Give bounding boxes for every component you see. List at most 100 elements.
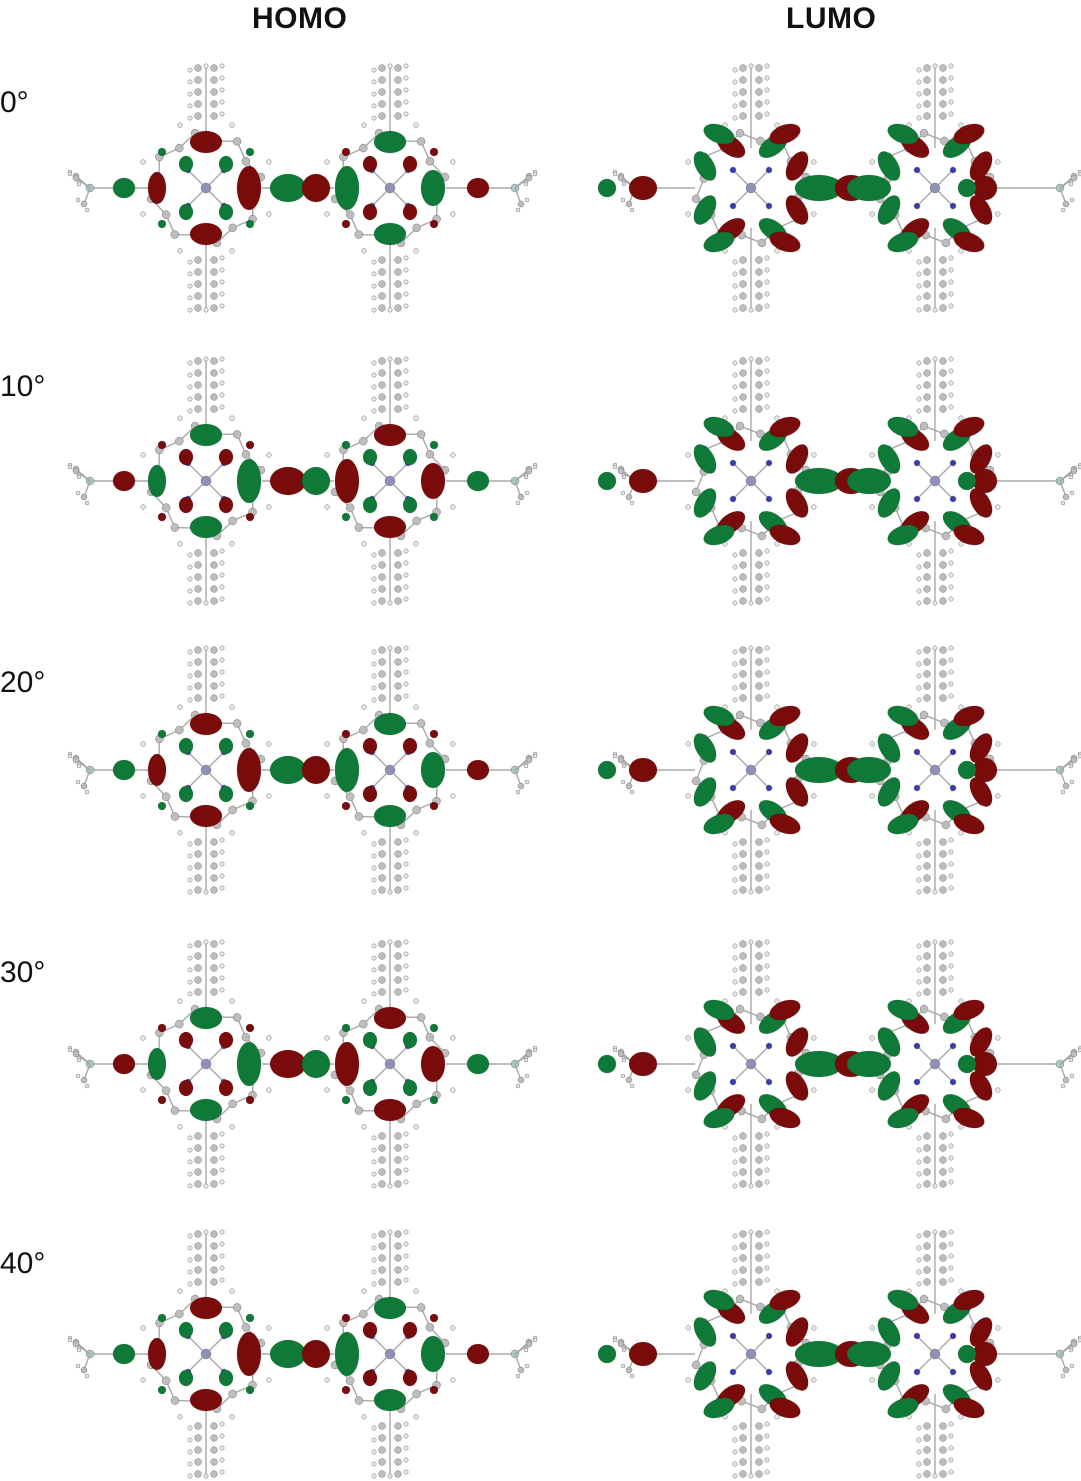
- hydrogen-atom: [219, 1131, 225, 1137]
- carbon-atom: [72, 1340, 80, 1348]
- hydrogen-atom: [187, 877, 193, 883]
- carbon-atom: [80, 782, 88, 790]
- hydrogen-atom: [995, 1087, 1001, 1093]
- hydrogen-atom: [685, 1325, 691, 1331]
- carbon-atom: [378, 850, 386, 858]
- carbon-atom: [194, 646, 202, 654]
- hydrogen-atom: [187, 1245, 193, 1251]
- carbon-atom: [739, 561, 747, 569]
- carbon-atom: [735, 1004, 745, 1014]
- carbon-atom: [210, 64, 218, 72]
- orbital-lobe-positive: [402, 1079, 418, 1097]
- hydrogen-atom: [371, 979, 377, 985]
- hydrogen-atom: [764, 279, 770, 285]
- hydrogen-atom: [515, 207, 521, 213]
- carbon-atom: [378, 952, 386, 960]
- hydrogen-atom: [219, 291, 225, 297]
- hydrogen-atom: [229, 1288, 235, 1294]
- orbital-lobe-negative: [969, 488, 993, 518]
- hydrogen-atom: [387, 63, 393, 69]
- orbital-lobe-positive: [877, 151, 901, 181]
- carbon-atom: [755, 405, 763, 413]
- hydrogen-atom: [948, 75, 954, 81]
- hydrogen-atom: [685, 1035, 691, 1041]
- carbon-atom: [525, 1050, 533, 1058]
- carbon-atom: [378, 988, 386, 996]
- hydrogen-atom: [732, 685, 738, 691]
- hydrogen-atom: [620, 1073, 626, 1079]
- carbon-atom: [1062, 1076, 1070, 1084]
- carbon-atom: [739, 1446, 747, 1454]
- hydrogen-atom: [916, 576, 922, 582]
- hydrogen-atom: [732, 943, 738, 949]
- hydrogen-atom: [219, 404, 225, 410]
- orbital-lobe-positive: [846, 756, 892, 784]
- carbon-atom: [228, 1389, 237, 1399]
- hydrogen-atom: [732, 841, 738, 847]
- hydrogen-atom: [387, 939, 393, 945]
- orbital-lobe-negative: [969, 1027, 993, 1057]
- hydrogen-atom: [403, 1277, 409, 1283]
- carbon-atom: [232, 1303, 242, 1312]
- nitrogen-atom: [729, 1042, 737, 1050]
- hydrogen-atom: [371, 1245, 377, 1251]
- hydrogen-atom: [764, 368, 770, 374]
- carbon-atom: [739, 874, 747, 882]
- carbon-atom: [210, 76, 218, 84]
- carbon-atom: [755, 1144, 763, 1152]
- carbon-atom: [194, 268, 202, 276]
- hydrogen-atom: [219, 368, 225, 374]
- hydrogen-atom: [948, 87, 954, 93]
- hydrogen-atom: [219, 255, 225, 261]
- carbon-atom: [939, 1156, 947, 1164]
- hydrogen-atom: [958, 704, 964, 710]
- carbon-atom: [939, 1168, 947, 1176]
- hydrogen-atom: [187, 103, 193, 109]
- hydrogen-atom: [764, 1469, 770, 1475]
- carbon-atom: [232, 430, 242, 439]
- carbon-atom: [194, 1168, 202, 1176]
- carbon-atom: [210, 838, 218, 846]
- hydrogen-atom: [764, 1167, 770, 1173]
- orbital-lobe-negative: [785, 733, 809, 763]
- carbon-atom: [923, 369, 931, 377]
- carbon-atom: [923, 76, 931, 84]
- nitrogen-atom: [949, 166, 957, 174]
- carbon-atom: [939, 1278, 947, 1286]
- hydrogen-atom: [219, 392, 225, 398]
- hydrogen-atom: [774, 1288, 780, 1294]
- homo-molecule-row-3: [67, 939, 538, 1189]
- hydrogen-atom: [450, 1377, 456, 1383]
- orbital-lobe-positive: [877, 1317, 901, 1347]
- hydrogen-atom: [371, 1135, 377, 1141]
- hydrogen-atom: [403, 87, 409, 93]
- hydrogen-atom: [219, 1433, 225, 1439]
- orbital-lobe-positive: [373, 712, 407, 736]
- hydrogen-atom: [203, 307, 209, 313]
- hydrogen-atom: [916, 661, 922, 667]
- orbital-lobe-positive: [373, 130, 407, 154]
- hydrogen-atom: [187, 360, 193, 366]
- carbon-atom: [345, 792, 355, 801]
- carbon-atom: [241, 157, 251, 166]
- orbital-lobe-positive: [218, 1321, 234, 1339]
- carbon-atom: [378, 1266, 386, 1274]
- carbon-atom: [378, 1242, 386, 1250]
- orbital-lobe-negative: [785, 488, 809, 518]
- carbon-atom: [194, 1458, 202, 1466]
- hydrogen-atom: [219, 279, 225, 285]
- carbon-atom: [394, 1168, 402, 1176]
- carbon-atom: [354, 1106, 364, 1115]
- carbon-atom: [194, 682, 202, 690]
- hydrogen-atom: [140, 1377, 146, 1383]
- carbon-atom: [241, 739, 251, 748]
- hydrogen-atom: [187, 372, 193, 378]
- hydrogen-atom: [140, 159, 146, 165]
- hydrogen-atom: [932, 1229, 938, 1235]
- hydrogen-atom: [177, 830, 183, 836]
- hydrogen-atom: [219, 657, 225, 663]
- zinc-atom: [745, 1348, 757, 1360]
- orbital-lobe-negative: [147, 171, 167, 205]
- hydrogen-atom: [995, 159, 1001, 165]
- carbon-atom: [739, 597, 747, 605]
